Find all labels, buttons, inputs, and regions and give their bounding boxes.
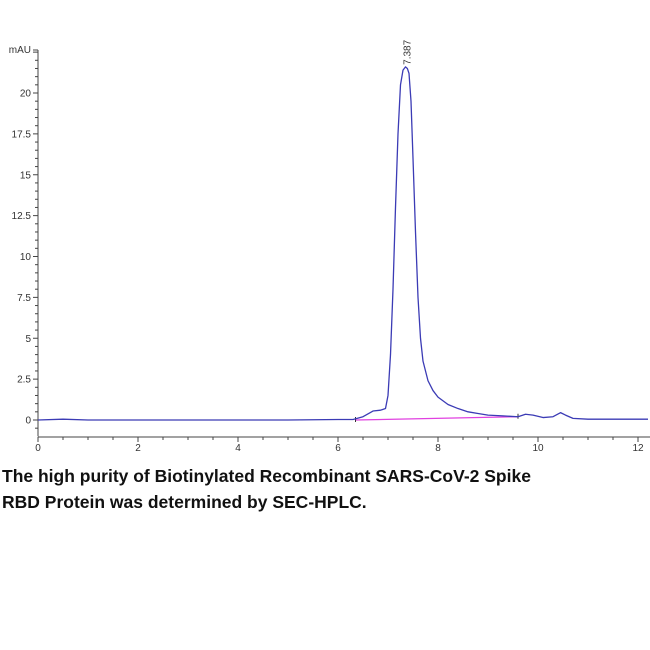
y-tick-label: 12.5 xyxy=(12,211,32,222)
y-tick-label: 7.5 xyxy=(17,293,31,304)
x-tick-label: 4 xyxy=(235,443,241,454)
y-axis-label: mAU xyxy=(9,45,31,56)
x-axis: 0 2 4 6 8 10 12 xyxy=(35,436,650,454)
plot-area: 7.387 xyxy=(37,39,648,422)
x-tick-label: 2 xyxy=(135,443,141,454)
y-tick-label: 17.5 xyxy=(12,129,32,140)
x-tick-label: 12 xyxy=(632,443,644,454)
y-axis: 0 2.5 5 7.5 10 12.5 15 17.5 20 mAU xyxy=(9,45,39,437)
peak-label: 7.387 xyxy=(402,39,413,64)
y-tick-label: 2.5 xyxy=(17,375,31,386)
caption-line-1: The high purity of Biotinylated Recombin… xyxy=(2,466,531,486)
y-tick-label: 5 xyxy=(25,334,31,345)
x-tick-label: 6 xyxy=(335,443,341,454)
x-tick-label: 10 xyxy=(532,443,544,454)
x-tick-label: 0 xyxy=(35,443,41,454)
y-tick-label: 15 xyxy=(20,170,32,181)
integration-baseline xyxy=(355,416,519,421)
chromatogram-chart: 0 2.5 5 7.5 10 12.5 15 17.5 20 mAU 0 2 4 6 8 10 12 7.38… xyxy=(9,39,650,454)
y-tick-label: 10 xyxy=(20,252,32,263)
y-tick-label: 0 xyxy=(25,416,31,427)
chromatogram-trace xyxy=(37,66,648,421)
caption-line-2: RBD Protein was determined by SEC-HPLC. xyxy=(2,492,367,512)
y-tick-label: 20 xyxy=(20,89,32,100)
x-tick-label: 8 xyxy=(435,443,441,454)
figure-caption: The high purity of Biotinylated Recombin… xyxy=(2,463,650,515)
